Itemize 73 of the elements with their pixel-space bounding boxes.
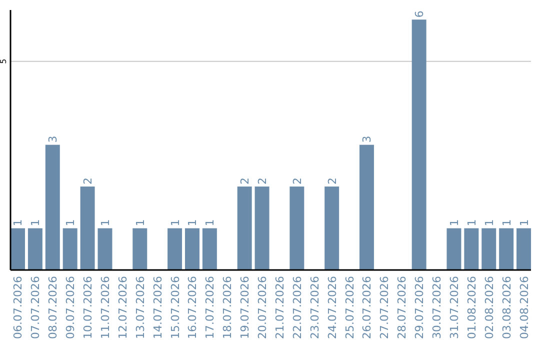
bar <box>237 186 252 270</box>
data-label: 2 <box>256 178 270 185</box>
x-tick-label: 25.07.2026 <box>343 276 356 339</box>
bar <box>184 228 200 270</box>
x-tick-label: 14.07.2026 <box>151 276 164 339</box>
bar <box>446 228 462 270</box>
x-tick-label: 21.07.2026 <box>273 276 286 339</box>
x-tick-label: 09.07.2026 <box>64 276 78 339</box>
bar <box>324 186 340 270</box>
x-tick-label: 22.07.2026 <box>290 276 304 339</box>
data-label: 1 <box>186 219 200 226</box>
data-label: 1 <box>29 219 42 226</box>
x-tick-label: 17.07.2026 <box>204 276 217 339</box>
data-label: 2 <box>238 178 252 185</box>
x-tick-label: 01.08.2026 <box>465 276 478 339</box>
data-label: 1 <box>204 219 217 226</box>
bar <box>45 144 60 270</box>
data-label: 2 <box>82 178 95 185</box>
x-tick-label: 27.07.2026 <box>378 276 392 339</box>
data-label: 1 <box>500 219 514 226</box>
x-tick-label: 24.07.2026 <box>326 276 339 339</box>
x-tick-label: 08.07.2026 <box>46 276 60 339</box>
data-label: 1 <box>64 219 78 226</box>
x-tick-label: 28.07.2026 <box>396 276 409 339</box>
data-label: 1 <box>168 219 182 226</box>
bar <box>98 228 112 270</box>
x-tick-label: 19.07.2026 <box>238 276 252 339</box>
bar <box>10 228 25 270</box>
bar <box>290 186 304 270</box>
bar <box>499 228 514 270</box>
bar <box>412 20 426 270</box>
x-tick-label: 10.07.2026 <box>82 276 95 339</box>
x-tick-label: 15.07.2026 <box>168 276 182 339</box>
data-label: 3 <box>46 136 60 143</box>
x-tick-label: 07.07.2026 <box>29 276 42 339</box>
data-label: 6 <box>413 10 426 18</box>
data-label: 3 <box>360 136 374 143</box>
x-tick-label: 13.07.2026 <box>134 276 147 339</box>
x-tick-label: 03.08.2026 <box>500 276 514 339</box>
x-tick-label: 31.07.2026 <box>448 276 461 339</box>
y-tick-label: 5 <box>0 58 8 64</box>
bar <box>202 228 217 270</box>
data-label: 1 <box>518 219 531 226</box>
data-label: 1 <box>448 219 461 226</box>
bar <box>359 144 374 270</box>
x-tick-label: 26.07.2026 <box>360 276 374 339</box>
x-tick-label: 02.08.2026 <box>482 276 496 339</box>
x-tick-label: 06.07.2026 <box>12 276 25 339</box>
bar <box>28 228 42 270</box>
x-tick-label: 16.07.2026 <box>186 276 200 339</box>
bar <box>464 228 479 270</box>
x-tick-label: 23.07.2026 <box>308 276 322 339</box>
x-tick-label: 11.07.2026 <box>98 276 112 339</box>
data-label: 2 <box>290 178 304 185</box>
x-tick-label: 30.07.2026 <box>430 276 444 339</box>
bar <box>62 228 78 270</box>
data-label: 2 <box>326 178 339 185</box>
x-tick-label: 29.07.2026 <box>413 276 426 339</box>
x-tick-label: 04.08.2026 <box>518 276 531 339</box>
bar <box>482 228 496 270</box>
data-label: 1 <box>98 219 112 226</box>
bar <box>516 228 531 270</box>
bar <box>132 228 148 270</box>
x-tick-label: 18.07.2026 <box>221 276 234 339</box>
bar <box>80 186 95 270</box>
x-tick-label: 20.07.2026 <box>256 276 270 339</box>
data-label: 1 <box>12 219 25 226</box>
data-label: 1 <box>482 219 496 226</box>
data-label: 1 <box>134 219 147 226</box>
data-label: 1 <box>465 219 478 226</box>
bar <box>168 228 182 270</box>
bar <box>254 186 270 270</box>
x-tick-label: 12.07.2026 <box>116 276 130 339</box>
